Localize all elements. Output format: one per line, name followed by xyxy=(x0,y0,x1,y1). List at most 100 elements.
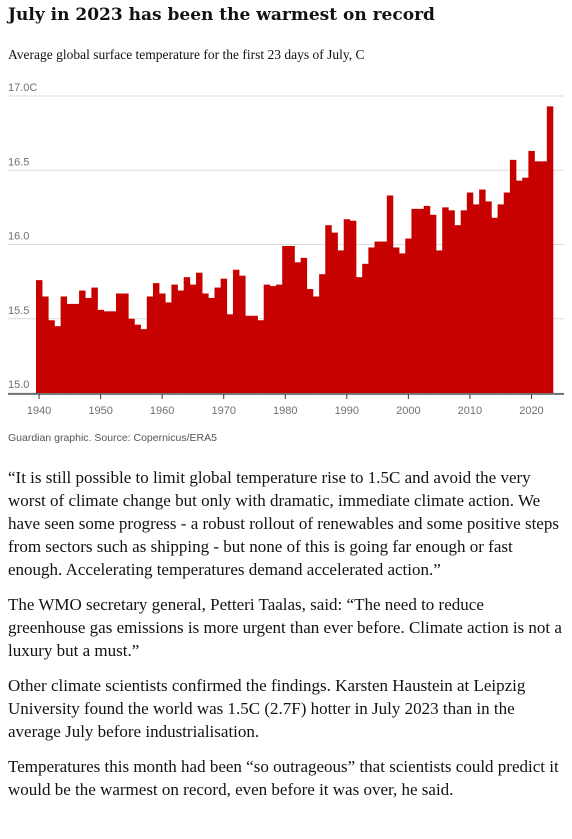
bar xyxy=(436,250,443,393)
bar xyxy=(448,210,455,393)
x-tick-label: 1960 xyxy=(150,405,174,417)
bar xyxy=(528,150,535,393)
y-tick-label: 17.0C xyxy=(8,82,37,94)
bar xyxy=(423,205,431,393)
x-tick-label: 1980 xyxy=(273,405,297,417)
bar xyxy=(159,293,166,393)
bar xyxy=(509,159,517,393)
bar xyxy=(516,180,523,393)
x-tick-label: 1950 xyxy=(88,405,112,417)
bar xyxy=(472,204,480,393)
bar xyxy=(36,280,43,393)
bar xyxy=(503,192,511,393)
bar xyxy=(319,274,326,393)
chart: July in 2023 has been the warmest on rec… xyxy=(6,5,564,444)
bar xyxy=(349,220,357,393)
bar xyxy=(97,309,105,393)
bar xyxy=(386,195,394,393)
article: “It is still possible to limit global te… xyxy=(8,466,564,813)
x-tick-label: 1990 xyxy=(335,405,359,417)
bar xyxy=(79,290,86,393)
bar xyxy=(374,241,381,393)
paragraph: Temperatures this month had been “so out… xyxy=(8,757,559,799)
x-tick-label: 2010 xyxy=(458,405,482,417)
bar xyxy=(368,247,375,393)
bar xyxy=(245,315,252,393)
bar xyxy=(239,275,246,393)
bar xyxy=(534,161,541,393)
bar xyxy=(485,201,492,393)
bar xyxy=(196,272,203,393)
bar xyxy=(128,318,135,393)
bar xyxy=(356,277,363,393)
bar xyxy=(331,232,338,393)
bar xyxy=(146,296,154,393)
bar xyxy=(392,247,400,393)
bar xyxy=(288,245,295,393)
paragraph: The WMO secretary general, Petteri Taala… xyxy=(8,595,562,660)
bar xyxy=(165,302,172,393)
paragraph: “It is still possible to limit global te… xyxy=(8,468,559,579)
chart-subtitle: Average global surface temperature for t… xyxy=(8,47,365,62)
bar xyxy=(282,245,289,393)
bar xyxy=(48,320,55,393)
bar xyxy=(362,263,369,393)
bar xyxy=(454,225,461,393)
bar xyxy=(417,208,425,393)
bar xyxy=(202,293,209,393)
bar xyxy=(91,287,98,393)
bar xyxy=(251,315,258,393)
bar xyxy=(491,217,498,393)
bar xyxy=(466,192,474,393)
paragraph: Other climate scientists confirmed the f… xyxy=(8,676,526,741)
y-tick-label: 15.5 xyxy=(8,305,29,317)
x-tick-label: 2020 xyxy=(519,405,543,417)
bar xyxy=(226,314,234,393)
bar xyxy=(116,293,123,393)
chart-source: Guardian graphic. Source: Copernicus/ERA… xyxy=(8,432,217,444)
bar xyxy=(411,208,418,393)
bar xyxy=(306,289,314,393)
bar xyxy=(140,329,148,393)
bar xyxy=(460,210,468,393)
bar xyxy=(263,284,271,393)
bar xyxy=(325,225,332,393)
bar xyxy=(85,297,92,393)
bar xyxy=(399,253,406,393)
x-tick-label: 2000 xyxy=(396,405,420,417)
y-tick-label: 15.0 xyxy=(8,379,29,391)
bar xyxy=(380,241,388,393)
bar xyxy=(522,177,529,393)
bar xyxy=(103,311,111,393)
bar xyxy=(497,204,505,393)
bar xyxy=(442,207,449,393)
bar xyxy=(312,296,320,393)
bar xyxy=(183,277,191,393)
bar xyxy=(257,320,265,393)
bar xyxy=(220,278,228,393)
x-tick-label: 1940 xyxy=(27,405,51,417)
bar xyxy=(429,214,437,393)
bar xyxy=(276,284,283,393)
y-tick-label: 16.0 xyxy=(8,231,29,243)
bar xyxy=(122,293,129,393)
bar xyxy=(171,284,178,393)
bar xyxy=(479,189,486,393)
bar xyxy=(294,262,301,393)
chart-title: July in 2023 has been the warmest on rec… xyxy=(6,5,435,25)
bar xyxy=(177,290,185,393)
bar xyxy=(343,219,351,393)
y-tick-label: 16.5 xyxy=(8,156,29,168)
bar xyxy=(66,303,74,393)
bar xyxy=(42,296,49,393)
bar xyxy=(54,326,61,393)
bar xyxy=(208,297,215,393)
bar xyxy=(109,311,117,393)
bar xyxy=(134,324,141,393)
bar xyxy=(300,257,308,393)
bar xyxy=(72,303,80,393)
bar xyxy=(152,283,160,393)
bar xyxy=(269,286,277,393)
bar xyxy=(232,269,240,393)
x-tick-label: 1970 xyxy=(211,405,235,417)
